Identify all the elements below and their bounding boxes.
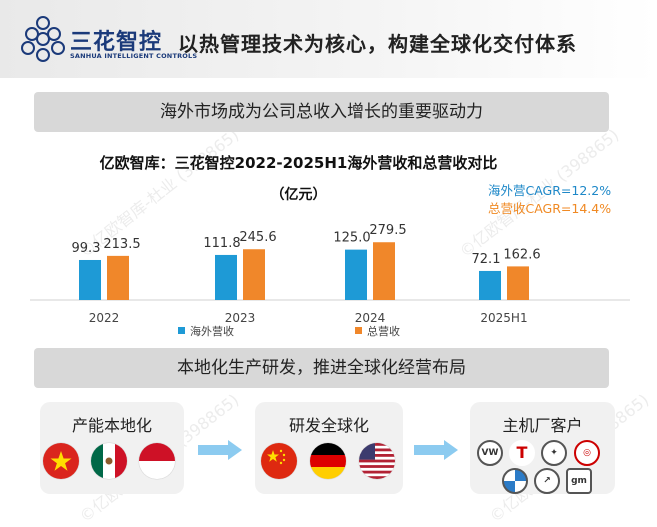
logo-text-en: SANHUA INTELLIGENT CONTROLS	[70, 52, 198, 60]
bar-total-2022	[107, 255, 129, 300]
china-flag-icon	[261, 443, 297, 479]
bar-total-2023	[243, 249, 265, 300]
arrow-right-icon	[414, 440, 458, 460]
x-tick-label: 2023	[225, 311, 256, 325]
chart-title: 亿欧智库：三花智控2022-2025H1海外营收和总营收对比	[99, 154, 498, 172]
data-label: 111.8	[203, 236, 240, 251]
chart-subtitle: （亿元）	[270, 187, 327, 203]
x-tick-label: 2025H1	[480, 311, 527, 325]
x-tick-label: 2024	[355, 311, 386, 325]
gm-logo-icon: gm	[566, 468, 592, 494]
section-banner-global: 本地化生产研发，推进全球化经营布局	[34, 348, 609, 388]
germany-flag-icon	[310, 443, 346, 479]
legend-swatch-0	[178, 327, 185, 334]
logo-text-cn: 三花智控	[70, 30, 163, 55]
usa-flag-icon	[359, 443, 395, 479]
vietnam-flag-icon	[43, 443, 79, 479]
volvo-logo-icon: ↗	[534, 468, 560, 494]
cagr-total-label: 总营收CAGR=14.4%	[488, 201, 612, 216]
section-banner-market: 海外市场成为公司总收入增长的重要驱动力	[34, 92, 609, 132]
bar-overseas-2023	[215, 254, 237, 300]
header: 三花智控 SANHUA INTELLIGENT CONTROLS 以热管理技术为…	[0, 0, 657, 78]
bar-total-2024	[373, 242, 395, 300]
bar-overseas-2022	[79, 259, 101, 300]
indonesia-flag-icon	[139, 443, 175, 479]
data-label: 279.5	[369, 223, 406, 238]
sanhua-logo-icon	[21, 16, 65, 62]
data-label: 72.1	[472, 252, 501, 267]
data-label: 245.6	[239, 230, 276, 245]
bar-overseas-2024	[345, 249, 367, 300]
legend-swatch-1	[355, 327, 362, 334]
bar-total-2025H1	[507, 266, 529, 300]
data-label: 125.0	[333, 231, 370, 246]
data-label: 162.6	[503, 247, 540, 262]
mercedes-logo-icon: ✦	[541, 440, 567, 466]
mexico-flag-icon	[91, 443, 127, 479]
vw-logo-icon: VW	[477, 440, 503, 466]
x-tick-label: 2022	[89, 311, 120, 325]
cagr-overseas-label: 海外营CAGR=12.2%	[488, 183, 612, 198]
box-label: 研发全球化	[288, 416, 369, 435]
data-label: 99.3	[72, 241, 101, 256]
tesla-logo-icon: T	[509, 440, 535, 466]
page-title: 以热管理技术为核心，构建全球化交付体系	[178, 32, 577, 56]
box-label: 主机厂客户	[502, 416, 583, 435]
data-label: 213.5	[103, 237, 140, 252]
box-label: 产能本地化	[71, 416, 152, 435]
bmw-logo-icon	[502, 468, 528, 494]
legend-label: 海外营收	[190, 324, 234, 338]
arrow-right-icon	[198, 440, 242, 460]
toyota-logo-icon: ◎	[574, 440, 600, 466]
bar-overseas-2025H1	[479, 270, 501, 300]
legend-label: 总营收	[367, 324, 400, 338]
